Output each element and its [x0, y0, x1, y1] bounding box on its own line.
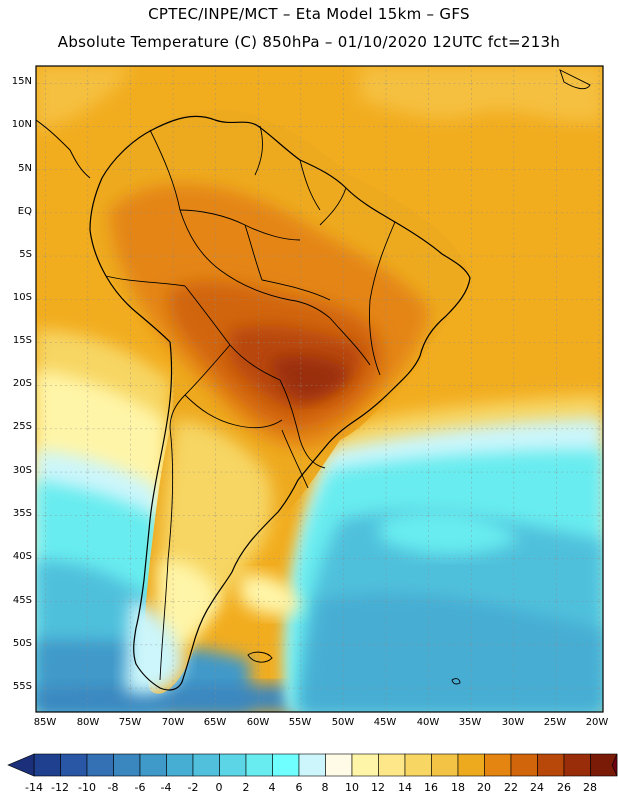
colorbar-swatch — [139, 753, 167, 777]
lat-label: 20S — [12, 378, 32, 389]
lat-label: 15N — [11, 76, 32, 87]
chart-title-line1: CPTEC/INPE/MCT – Eta Model 15km – GFS — [148, 5, 470, 23]
colorbar-swatch — [563, 753, 591, 777]
colorbar-swatch — [351, 753, 379, 777]
colorbar-swatch — [33, 753, 61, 777]
colorbar-label: 8 — [321, 781, 329, 794]
temperature-field — [36, 66, 603, 712]
colorbar-swatch — [245, 753, 273, 777]
colorbar-label: 0 — [215, 781, 223, 794]
colorbar-swatch — [404, 753, 432, 777]
lat-label: 5N — [18, 163, 32, 174]
lat-label: 45S — [12, 595, 32, 606]
colorbar-label: 6 — [295, 781, 303, 794]
colorbar — [7, 753, 618, 777]
lon-label: 35W — [458, 717, 482, 728]
colorbar-swatch — [219, 753, 247, 777]
lat-label: 10S — [12, 292, 32, 303]
colorbar-label: -10 — [78, 781, 96, 794]
colorbar-swatch — [537, 753, 565, 777]
colorbar-label: 24 — [530, 781, 544, 794]
colorbar-label: -12 — [51, 781, 69, 794]
continent-outline — [89, 115, 471, 691]
colorbar-swatch — [113, 753, 141, 777]
lat-label: 25S — [12, 421, 32, 432]
colorbar-label: -4 — [160, 781, 172, 794]
lon-label: 45W — [373, 717, 397, 728]
lon-label: 50W — [331, 717, 355, 728]
lat-label: 55S — [12, 681, 32, 692]
lat-label: 5S — [19, 249, 32, 260]
colorbar-label: -2 — [187, 781, 199, 794]
lat-label: EQ — [17, 206, 32, 217]
lat-label: 40S — [12, 551, 32, 562]
lat-label: 35S — [12, 508, 32, 519]
lon-label: 30W — [501, 717, 525, 728]
colorbar-label: -6 — [134, 781, 146, 794]
colorbar-swatch — [86, 753, 114, 777]
colorbar-label: -14 — [25, 781, 43, 794]
lat-label: 10N — [11, 119, 32, 130]
colorbar-label: 18 — [451, 781, 465, 794]
colorbar-label: -8 — [107, 781, 119, 794]
colorbar-label: 4 — [268, 781, 276, 794]
colorbar-swatch — [298, 753, 326, 777]
lon-label: 80W — [76, 717, 100, 728]
lon-label: 75W — [118, 717, 142, 728]
colorbar-label: 26 — [557, 781, 571, 794]
colorbar-label: 12 — [371, 781, 385, 794]
colorbar-label: 22 — [504, 781, 518, 794]
colorbar-label: 20 — [477, 781, 491, 794]
chart-title-line2: Absolute Temperature (C) 850hPa – 01/10/… — [57, 33, 561, 51]
colorbar-label: 10 — [345, 781, 359, 794]
lon-label: 25W — [543, 717, 567, 728]
colorbar-label: 2 — [242, 781, 250, 794]
country-borders — [105, 125, 396, 681]
colorbar-swatch — [166, 753, 194, 777]
colorbar-swatch — [192, 753, 220, 777]
lat-label: 50S — [12, 638, 32, 649]
lon-label: 70W — [161, 717, 185, 728]
colorbar-swatch — [510, 753, 538, 777]
colorbar-swatch — [457, 753, 485, 777]
colorbar-label: 16 — [424, 781, 438, 794]
lon-label: 85W — [33, 717, 57, 728]
lat-label: 30S — [12, 465, 32, 476]
lat-label: 15S — [12, 335, 32, 346]
colorbar-label: 28 — [583, 781, 597, 794]
colorbar-swatch — [325, 753, 353, 777]
colorbar-label: 14 — [398, 781, 412, 794]
lon-label: 65W — [203, 717, 227, 728]
lon-label: 55W — [288, 717, 312, 728]
colorbar-swatch — [378, 753, 406, 777]
lon-label: 20W — [585, 717, 609, 728]
colorbar-swatch — [431, 753, 459, 777]
colorbar-high-arrow — [611, 753, 618, 777]
lon-label: 60W — [246, 717, 270, 728]
map-frame — [35, 65, 604, 713]
colorbar-low-arrow — [7, 753, 35, 777]
colorbar-swatch — [484, 753, 512, 777]
colorbar-swatch — [60, 753, 88, 777]
lon-label: 40W — [416, 717, 440, 728]
colorbar-swatch — [272, 753, 300, 777]
